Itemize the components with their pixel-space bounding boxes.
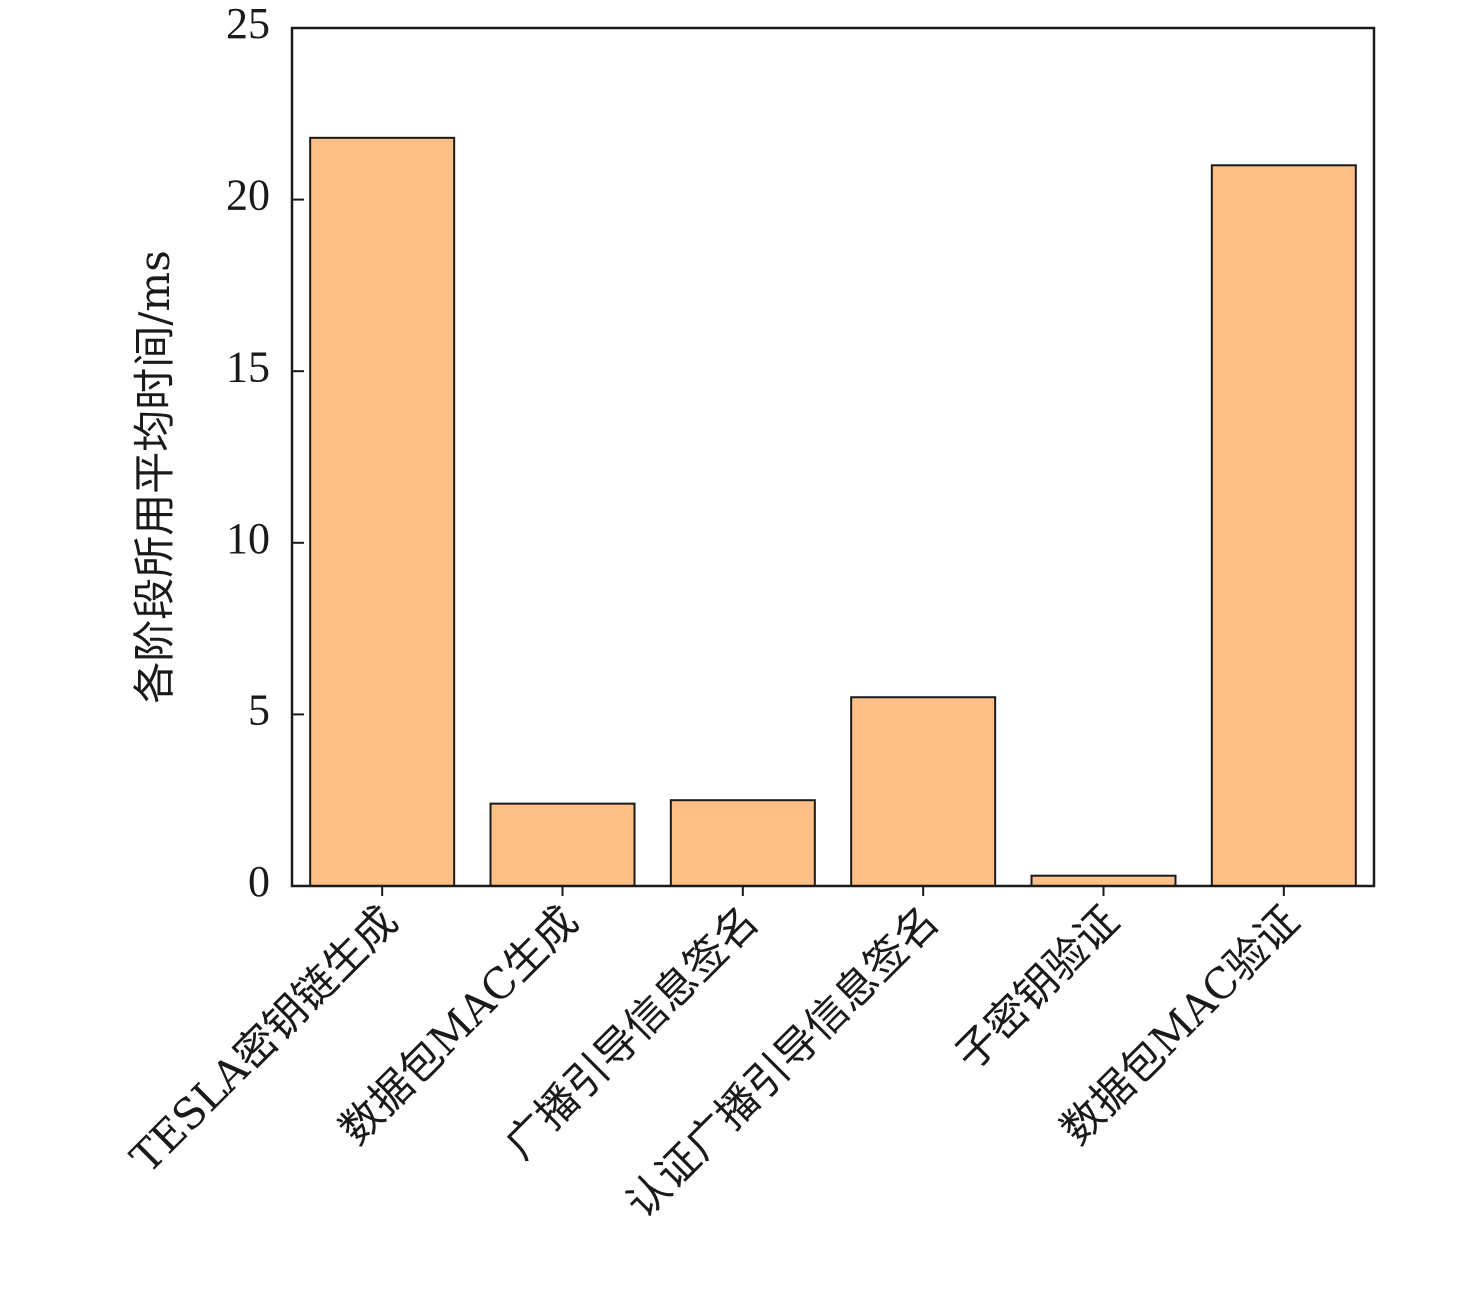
bar — [850, 696, 997, 887]
y-axis-title: 各阶段所用平均时间/ms — [130, 250, 179, 704]
y-axis-ticks: 0 5 10 15 20 25 — [226, 0, 304, 906]
y-tick-label: 5 — [248, 685, 270, 734]
x-axis-category-labels: TESLA密钥链生成数据包MAC生成广播引导信息签名认证广播引导信息签名子密钥验… — [121, 896, 1309, 1228]
plot-frame — [290, 26, 1376, 888]
bar — [1210, 164, 1357, 887]
y-tick-label: 0 — [248, 857, 270, 906]
bar — [309, 136, 456, 888]
x-axis-ticks — [381, 886, 1285, 896]
bar — [1030, 874, 1177, 887]
x-tick-label: 子密钥验证 — [945, 896, 1128, 1079]
y-tick-label: 25 — [226, 0, 270, 48]
bar — [669, 799, 816, 888]
y-tick-label: 10 — [226, 514, 270, 563]
bars-group — [309, 136, 1357, 888]
y-tick-label: 15 — [226, 342, 270, 391]
bar — [489, 802, 636, 888]
y-tick-label: 20 — [226, 171, 270, 220]
x-tick-label: 认证广播引导信息签名 — [616, 896, 948, 1228]
